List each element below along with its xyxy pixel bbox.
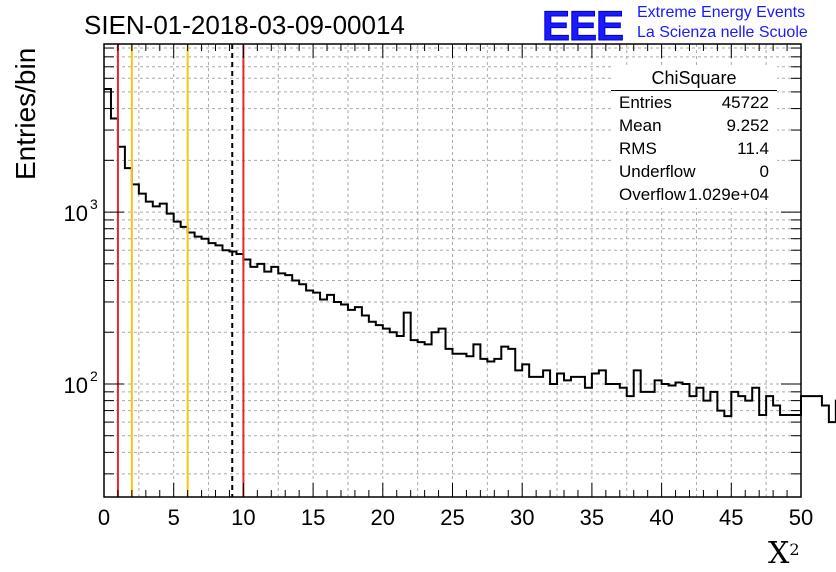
x-tick-label: 40 xyxy=(649,505,673,530)
y-axis-label: Entries/bin xyxy=(10,47,41,180)
logo-text-line1: Extreme Energy Events xyxy=(637,4,806,21)
stats-value: 9.252 xyxy=(726,116,769,135)
x-tick-label: 50 xyxy=(789,505,813,530)
stats-value: 11.4 xyxy=(737,139,769,158)
y-tick-label: 10 xyxy=(64,373,88,398)
logo-text-line2: La Scienza nelle Scuole xyxy=(637,24,808,41)
x-tick-label: 30 xyxy=(510,505,534,530)
stats-key: Underflow xyxy=(619,162,696,181)
stats-box-divider xyxy=(611,90,777,91)
run-title: SIEN-01-2018-03-09-00014 xyxy=(84,10,405,40)
stats-box-title: ChiSquare xyxy=(651,68,737,88)
eee-logo: EEE xyxy=(541,2,624,50)
x-tick-label: 20 xyxy=(371,505,395,530)
stats-value: 1.029e+04 xyxy=(688,185,769,204)
x-axis-label-exponent: 2 xyxy=(789,540,800,559)
x-axis-label: X2 xyxy=(768,536,800,571)
stats-key: RMS xyxy=(619,139,657,158)
stats-key: Entries xyxy=(619,93,672,112)
x-tick-label: 25 xyxy=(440,505,464,530)
x-tick-label: 45 xyxy=(719,505,743,530)
x-tick-label: 10 xyxy=(231,505,255,530)
y-tick-label-exponent: 3 xyxy=(90,196,98,212)
y-tick-label-exponent: 2 xyxy=(90,368,98,384)
y-tick-label: 10 xyxy=(64,201,88,226)
stats-key: Mean xyxy=(619,116,662,135)
stats-box: ChiSquare Entries 45722 Mean 9.252 RMS 1… xyxy=(611,66,777,208)
x-tick-label: 15 xyxy=(301,505,325,530)
stats-value: 45722 xyxy=(721,93,769,112)
x-tick-label: 5 xyxy=(168,505,180,530)
x-tick-label: 0 xyxy=(98,505,110,530)
x-axis-label-base: X xyxy=(768,536,790,571)
stats-key: Overflow xyxy=(619,185,687,204)
histogram-series xyxy=(104,87,836,424)
stats-value: 0 xyxy=(759,162,769,181)
x-tick-label: 35 xyxy=(580,505,604,530)
